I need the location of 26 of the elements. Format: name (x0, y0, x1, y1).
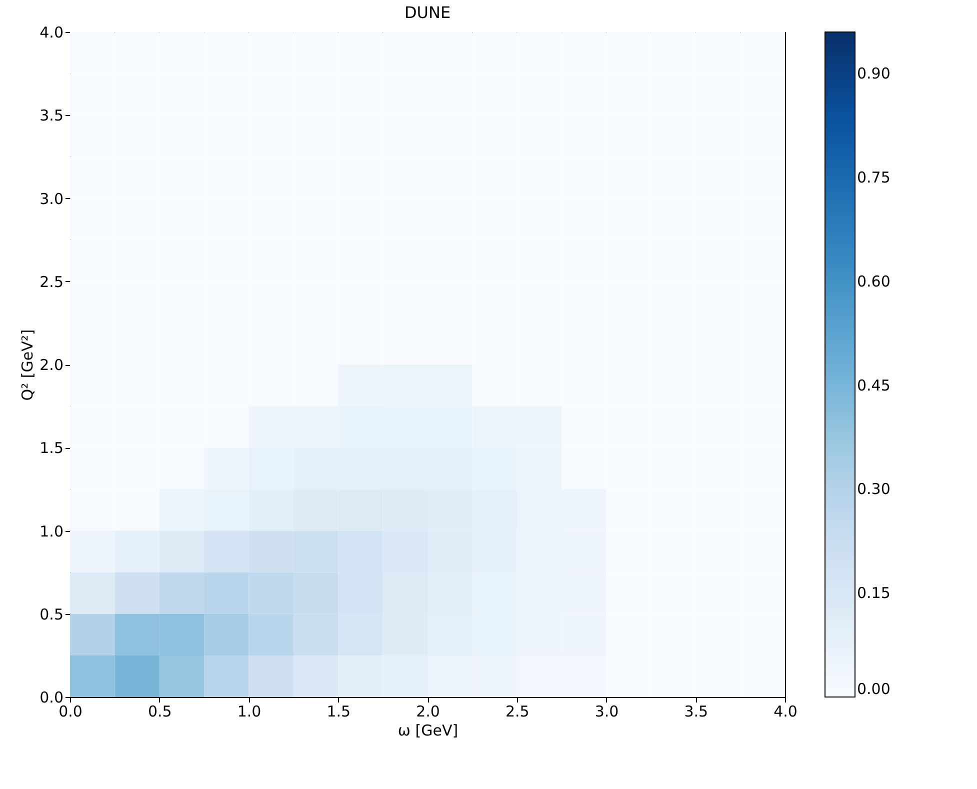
y-tick-label: 4.0 (40, 24, 64, 42)
y-tick-label: 1.5 (40, 439, 64, 458)
color-bar-label: 0.75 (857, 168, 890, 186)
y-axis-title: Q² [GeV²] (18, 329, 37, 401)
color-bar-label: 0.90 (857, 64, 890, 83)
x-tick-label: 0.5 (148, 702, 172, 720)
color-bar-label: 0.60 (857, 272, 890, 290)
y-tick-label: 3.0 (40, 190, 64, 208)
color-bar-label: 0.30 (857, 480, 890, 498)
x-tick-label: 2.0 (416, 702, 440, 720)
x-tick-label: 3.0 (594, 702, 619, 720)
x-tick-label: 1.5 (326, 702, 351, 720)
x-axis-title: ω [GeV] (398, 722, 458, 740)
x-tick-label: 2.5 (505, 702, 530, 720)
x-tick-label: 4.0 (774, 702, 798, 720)
y-tick-label: 1.0 (40, 522, 64, 540)
x-tick-label: 1.0 (237, 702, 262, 720)
y-tick-label: 2.5 (40, 272, 64, 291)
y-tick-label: 0.5 (40, 605, 64, 624)
x-tick-label: 3.5 (684, 702, 708, 720)
color-bar-label: 0.15 (857, 584, 890, 602)
chart-title: DUNE (404, 3, 451, 22)
color-bar-label: 0.45 (857, 376, 890, 394)
color-bar-label: 0.00 (857, 680, 890, 698)
y-tick-label: 3.5 (40, 106, 64, 125)
y-tick-label: 2.0 (40, 356, 64, 374)
